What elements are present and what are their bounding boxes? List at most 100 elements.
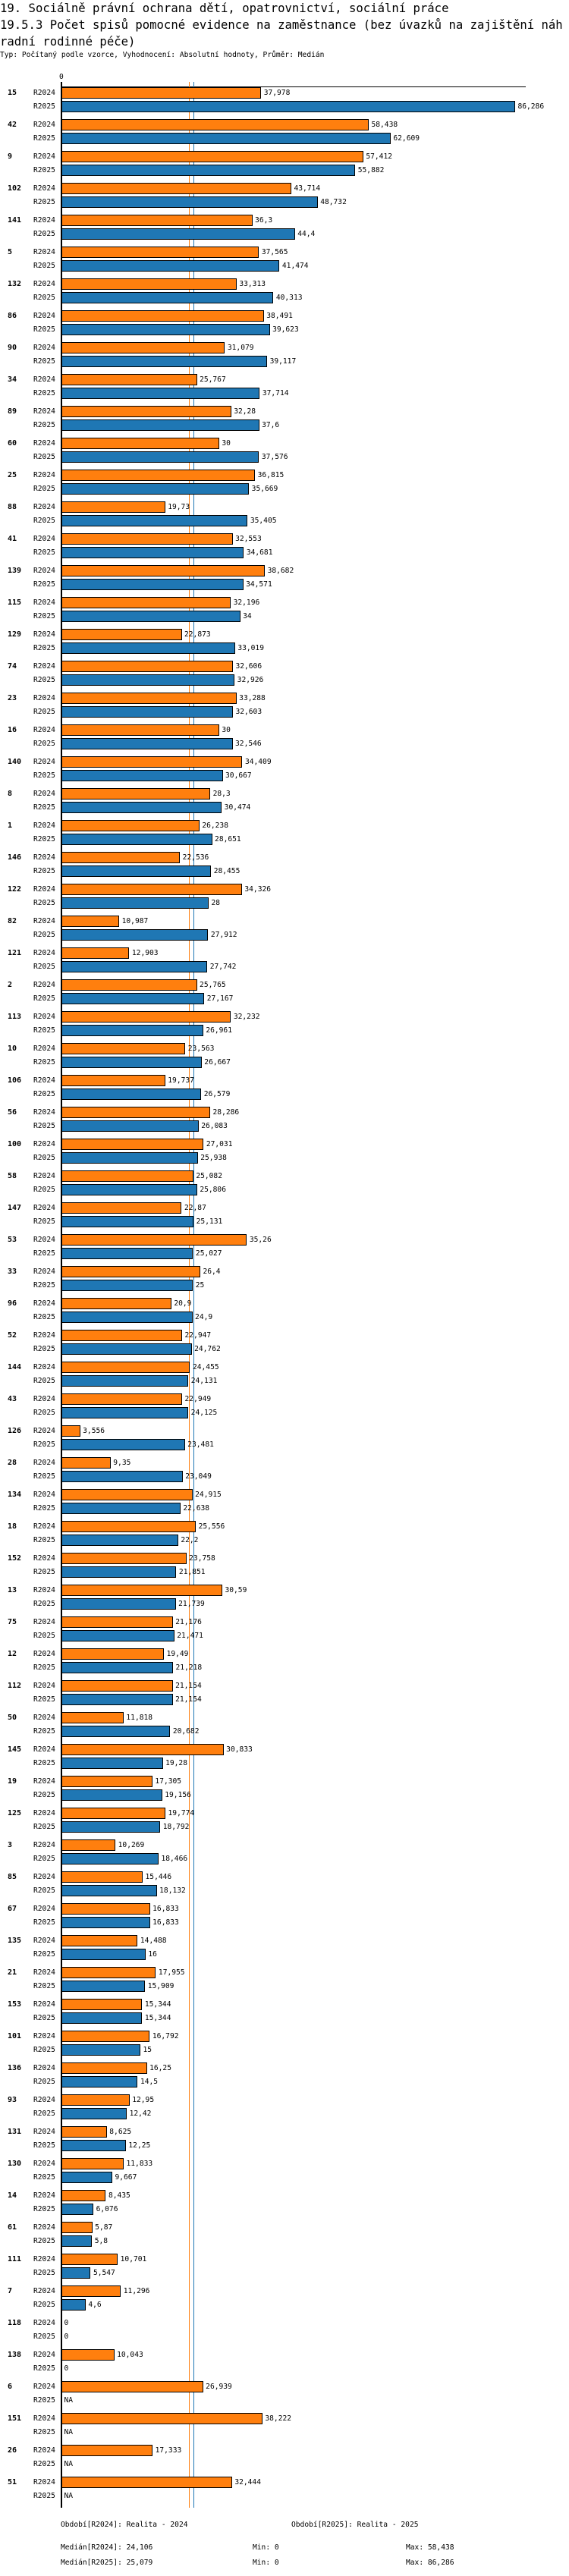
value-label-r2025: 27,742 [209, 963, 237, 971]
value-label-r2025: 40,313 [275, 294, 303, 302]
series-label: R2024 [33, 1172, 55, 1180]
value-label-r2024: 21,154 [175, 1682, 202, 1690]
group-label: 60 [8, 439, 17, 448]
value-label-r2024: 3,556 [83, 1427, 105, 1435]
bar-r2024 [61, 2381, 203, 2392]
value-label-r2024: 11,833 [126, 2160, 153, 2168]
bar-r2025 [61, 165, 356, 176]
value-label-r2025: 25,131 [196, 1217, 223, 1226]
series-label: R2025 [33, 1823, 55, 1831]
series-label: R2025 [33, 2396, 55, 2405]
value-label-r2024: 15,344 [144, 2000, 171, 2009]
bar-r2025 [61, 1949, 146, 1960]
bar-r2024 [61, 1712, 124, 1723]
bar-r2024 [61, 629, 182, 640]
value-label-r2024: 30,59 [225, 1586, 247, 1594]
series-label: R2024 [33, 152, 55, 161]
group-label: 121 [8, 949, 22, 957]
value-label-r2025: 16 [148, 1950, 157, 1959]
bar-r2025 [61, 515, 248, 526]
series-label: R2024 [33, 1809, 55, 1817]
value-label-r2025: 26,667 [204, 1058, 231, 1067]
value-label-r2025: 35,669 [251, 485, 278, 493]
value-label-r2025: 0 [64, 2333, 69, 2341]
bar-r2025 [61, 802, 222, 813]
group-label: 21 [8, 1968, 17, 1977]
series-label: R2025 [33, 198, 55, 206]
series-label: R2024 [33, 1363, 55, 1371]
value-label-r2025: 23,049 [185, 1472, 212, 1481]
bar-r2025 [61, 1662, 174, 1673]
group-label: 2 [8, 981, 13, 989]
bar-r2024 [61, 1489, 193, 1500]
value-label-r2025: 55,882 [357, 166, 385, 174]
median-line-r2024 [188, 82, 190, 2508]
series-label: R2024 [33, 535, 55, 543]
series-label: R2024 [33, 1905, 55, 1913]
value-label-r2024: 25,765 [200, 981, 226, 989]
bar-r2025 [61, 1535, 178, 1546]
series-label: R2024 [33, 1427, 55, 1435]
value-label-r2025: 41,474 [281, 262, 309, 270]
group-label: 125 [8, 1809, 22, 1817]
group-label: 23 [8, 694, 17, 702]
bar-r2024 [61, 278, 237, 290]
value-label-r2025: 21,471 [177, 1632, 203, 1640]
value-label-r2024: 10,987 [121, 917, 149, 925]
series-label: R2025 [33, 421, 55, 429]
bar-r2025 [61, 196, 318, 208]
indicator-title: 19.5.3 Počet spisů pomocné evidence na z… [0, 18, 563, 49]
bar-r2025 [61, 961, 208, 972]
series-label: R2024 [33, 1045, 55, 1053]
value-label-r2024: 17,333 [155, 2446, 182, 2455]
series-label: R2025 [33, 485, 55, 493]
series-label: R2024 [33, 2160, 55, 2168]
y-axis-line [61, 82, 62, 2508]
bar-r2025 [61, 324, 270, 335]
bar-r2025 [61, 1120, 199, 1132]
group-label: 18 [8, 1522, 17, 1531]
bar-r2025 [61, 770, 223, 781]
value-label-r2024: 22,87 [184, 1204, 206, 1212]
series-label: R2025 [33, 1855, 55, 1863]
series-label: R2024 [33, 1140, 55, 1148]
bar-r2025 [61, 2172, 112, 2183]
value-label-r2025: 48,732 [320, 198, 347, 206]
group-label: 14 [8, 2191, 17, 2200]
value-label-r2025: 12,42 [129, 2109, 152, 2118]
value-label-r2025: 34,571 [246, 580, 272, 589]
bar-r2025 [61, 1630, 174, 1641]
bar-r2024 [61, 1107, 211, 1118]
bar-r2025 [61, 1471, 183, 1482]
series-label: R2024 [33, 216, 55, 225]
group-label: 8 [8, 790, 13, 798]
group-label: 89 [8, 407, 17, 416]
value-label-r2025: 24,762 [194, 1345, 221, 1353]
group-label: 42 [8, 121, 17, 129]
group-label: 5 [8, 248, 13, 256]
series-label: R2024 [33, 2319, 55, 2327]
bar-r2025 [61, 2044, 140, 2056]
value-label-r2024: 30 [222, 439, 231, 448]
series-label: R2024 [33, 630, 55, 639]
value-label-r2024: 32,606 [235, 662, 262, 671]
series-label: R2025 [33, 1632, 55, 1640]
group-label: 61 [8, 2223, 17, 2232]
median-2025: Medián[R2025]: 25,079 [61, 2559, 153, 2567]
series-label: R2025 [33, 708, 55, 716]
series-label: R2025 [33, 2173, 55, 2182]
value-label-r2024: 32,28 [234, 407, 256, 416]
series-label: R2024 [33, 1395, 55, 1403]
value-label-r2024: 5,87 [95, 2223, 113, 2232]
group-label: 10 [8, 1045, 17, 1053]
series-label: R2025 [33, 1536, 55, 1544]
group-label: 100 [8, 1140, 22, 1148]
value-label-r2024: 0 [64, 2319, 69, 2327]
series-label: R2024 [33, 1937, 55, 1945]
group-label: 101 [8, 2032, 22, 2040]
series-label: R2025 [33, 2237, 55, 2245]
value-label-r2024: 23,563 [187, 1045, 215, 1053]
group-label: 90 [8, 344, 17, 352]
series-label: R2024 [33, 1331, 55, 1340]
